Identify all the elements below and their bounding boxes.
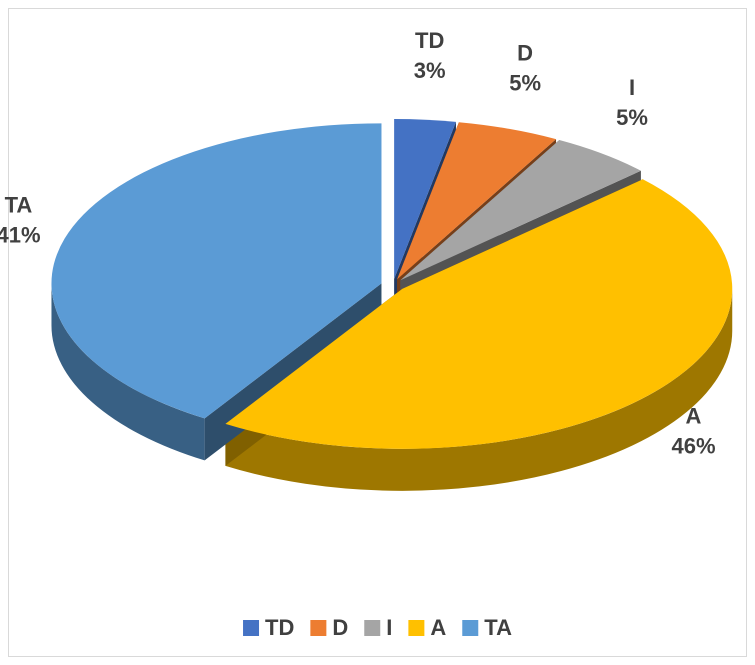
legend-swatch [243, 620, 260, 636]
slice-category: I [629, 75, 635, 100]
legend-swatch [364, 620, 381, 636]
slice-value-label: 3% [414, 58, 446, 83]
legend: TD D I A TA [243, 615, 512, 640]
slice [397, 122, 557, 280]
slice-side [225, 288, 733, 491]
slice-value-label: 41% [0, 223, 41, 248]
legend-label: A [430, 615, 446, 640]
legend-swatch [408, 620, 425, 636]
slice-category: D [517, 40, 533, 65]
legend-swatch [462, 620, 479, 636]
slice-category: A [686, 403, 702, 428]
slice [225, 179, 733, 449]
slice-tops [51, 119, 733, 449]
legend-label: TD [265, 615, 294, 640]
slice-value-label: 5% [509, 70, 541, 95]
slice-value-label: 5% [616, 105, 648, 130]
legend-label: TA [484, 615, 512, 640]
slice-category: TD [415, 28, 444, 53]
slice [400, 140, 641, 281]
slice [394, 119, 456, 280]
slice-value-label: 46% [671, 433, 715, 458]
slice-side [51, 283, 205, 461]
slice-category: TA [5, 193, 33, 218]
slice [51, 123, 382, 419]
legend-label: I [386, 615, 392, 640]
legend-swatch [310, 620, 327, 636]
legend-label: D [332, 615, 348, 640]
